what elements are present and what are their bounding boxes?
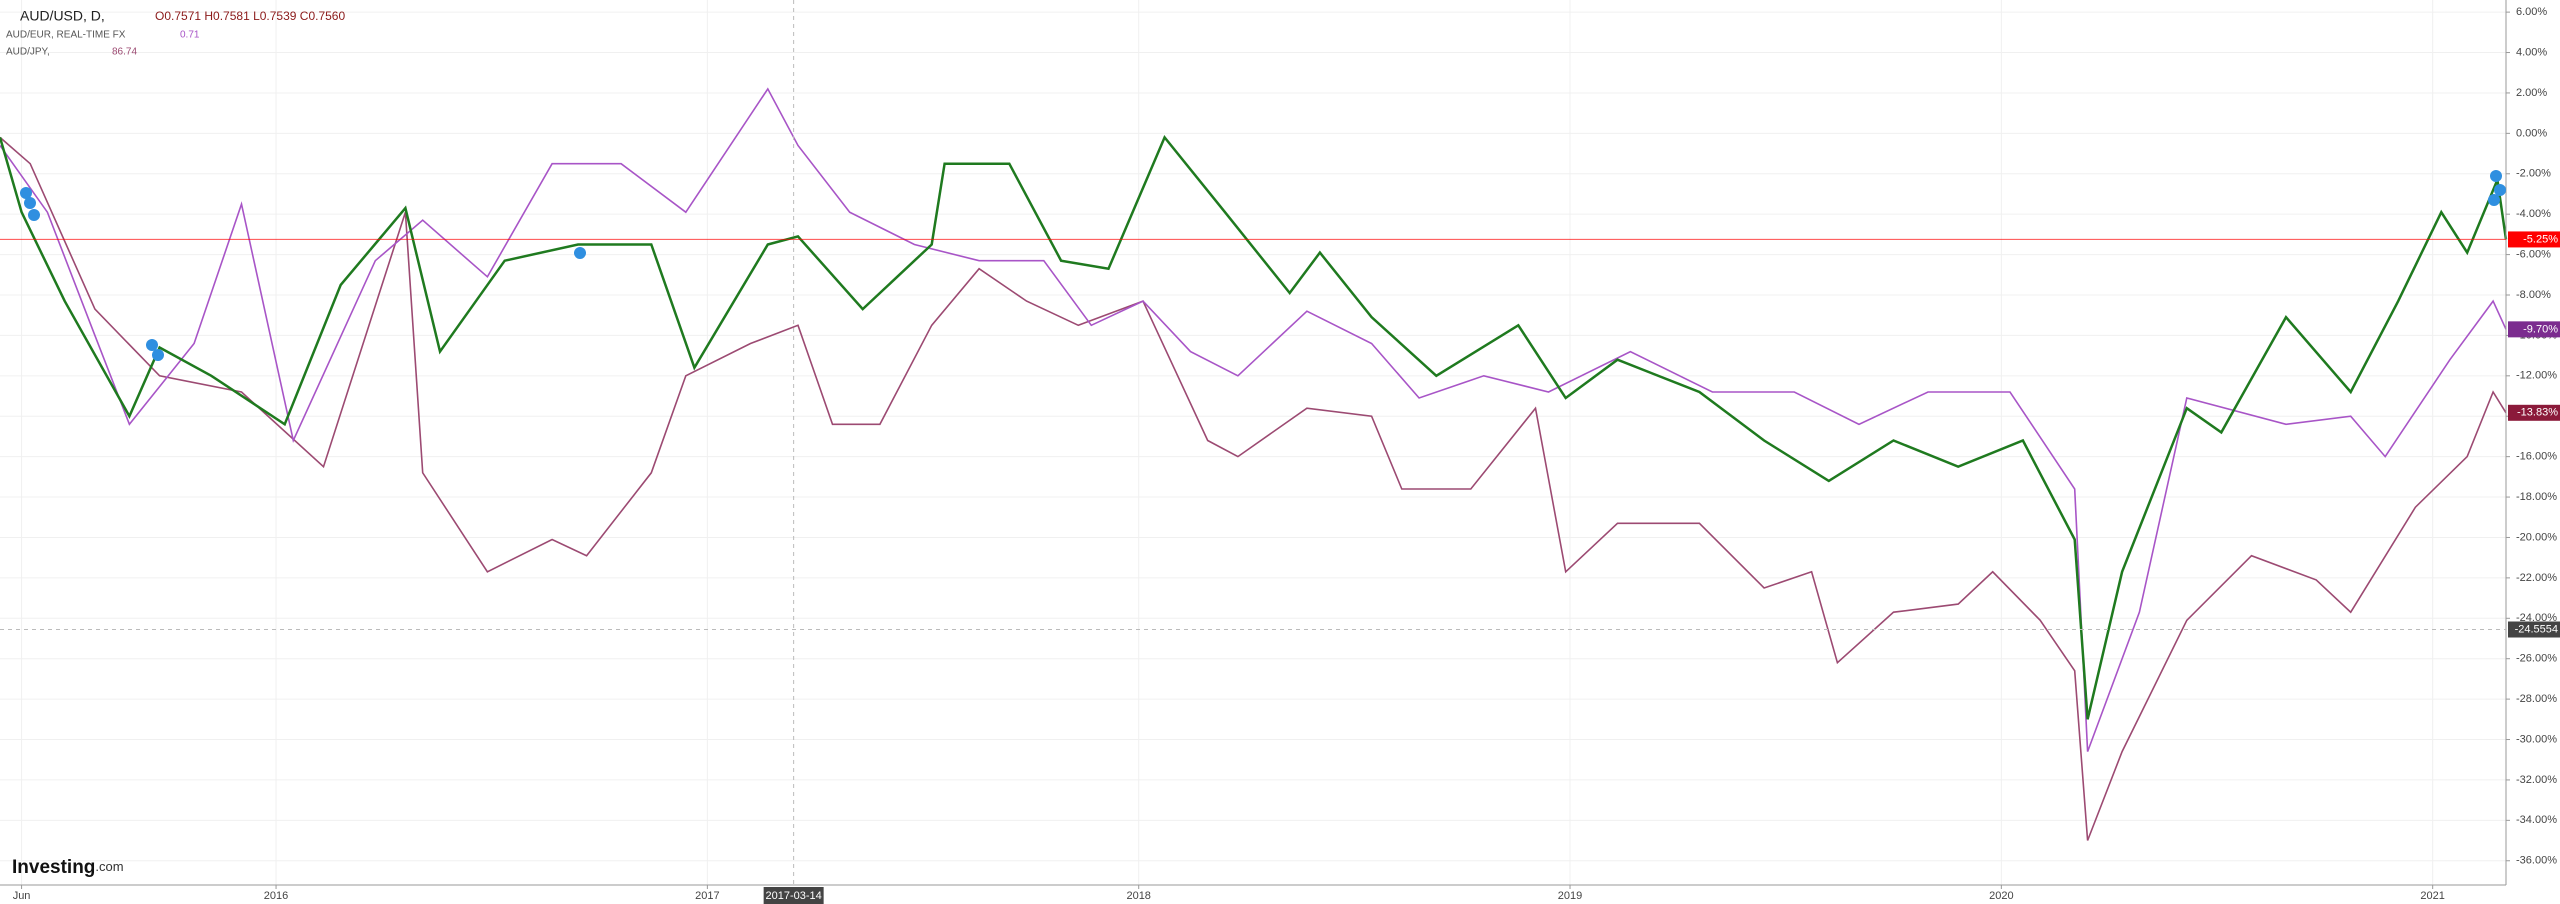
y-tick-label: 0.00% bbox=[2516, 127, 2547, 139]
y-tick-label: -30.00% bbox=[2516, 733, 2557, 745]
x-tick-label: 2018 bbox=[1126, 890, 1150, 902]
logo-main: Investing bbox=[12, 857, 95, 878]
y-tick-label: -2.00% bbox=[2516, 168, 2551, 180]
y-tick-label: -6.00% bbox=[2516, 248, 2551, 260]
last-value-box bbox=[2508, 231, 2560, 248]
series-name: AUD/EUR, REAL-TIME FX bbox=[6, 30, 126, 41]
series-line bbox=[0, 134, 2508, 720]
y-tick-label: 4.00% bbox=[2516, 46, 2547, 58]
y-tick-label: 2.00% bbox=[2516, 87, 2547, 99]
last-value-box bbox=[2508, 404, 2560, 421]
x-tick-label: 2016 bbox=[264, 890, 288, 902]
y-tick-label: -28.00% bbox=[2516, 693, 2557, 705]
grid bbox=[0, 0, 2506, 885]
crosshair-x-label: 2017-03-14 bbox=[765, 890, 821, 902]
last-value-box bbox=[2508, 321, 2560, 338]
y-tick-label: -4.00% bbox=[2516, 208, 2551, 220]
x-tick-label: 2020 bbox=[1989, 890, 2013, 902]
y-tick-label: -16.00% bbox=[2516, 451, 2557, 463]
last-value-label: -13.83% bbox=[2517, 407, 2558, 419]
x-tick-label: 2017 bbox=[695, 890, 719, 902]
crosshair-x-box bbox=[763, 887, 824, 904]
y-tick-label: 6.00% bbox=[2516, 6, 2547, 18]
x-tick-label: 2019 bbox=[1558, 890, 1582, 902]
x-tick-label: Jun bbox=[13, 890, 31, 902]
y-tick-label: -36.00% bbox=[2516, 855, 2557, 867]
series-name: AUD/JPY, bbox=[6, 47, 50, 58]
y-tick-label: -22.00% bbox=[2516, 572, 2557, 584]
y-tick-label: -26.00% bbox=[2516, 653, 2557, 665]
y-tick-label: -24.00% bbox=[2516, 612, 2557, 624]
y-tick-label: -12.00% bbox=[2516, 370, 2557, 382]
y-tick-label: -32.00% bbox=[2516, 774, 2557, 786]
event-markers bbox=[20, 170, 2506, 361]
last-value-label: -9.70% bbox=[2523, 323, 2558, 335]
ohlc: O0.7571 H0.7581 L0.7539 C0.7560 bbox=[155, 9, 345, 23]
main-series-name: AUD/USD, D, bbox=[20, 8, 105, 24]
plot bbox=[0, 87, 2508, 841]
logo-suffix: .com bbox=[95, 859, 123, 874]
x-tick-label: 2021 bbox=[2420, 890, 2444, 902]
y-tick-label: -34.00% bbox=[2516, 814, 2557, 826]
series-info: 0.71 bbox=[180, 30, 200, 41]
series-info: 86.74 bbox=[112, 47, 137, 58]
y-tick-label: -20.00% bbox=[2516, 531, 2557, 543]
last-value-label: -5.25% bbox=[2523, 233, 2558, 245]
crosshair-y-label: -24.5554 bbox=[2515, 623, 2558, 635]
crosshair-y-box bbox=[2508, 621, 2560, 638]
series-line bbox=[0, 136, 2507, 841]
y-tick-label: -18.00% bbox=[2516, 491, 2557, 503]
y-tick-label: -8.00% bbox=[2516, 289, 2551, 301]
logo: Investing.com bbox=[12, 857, 124, 878]
series-line bbox=[0, 87, 2507, 752]
